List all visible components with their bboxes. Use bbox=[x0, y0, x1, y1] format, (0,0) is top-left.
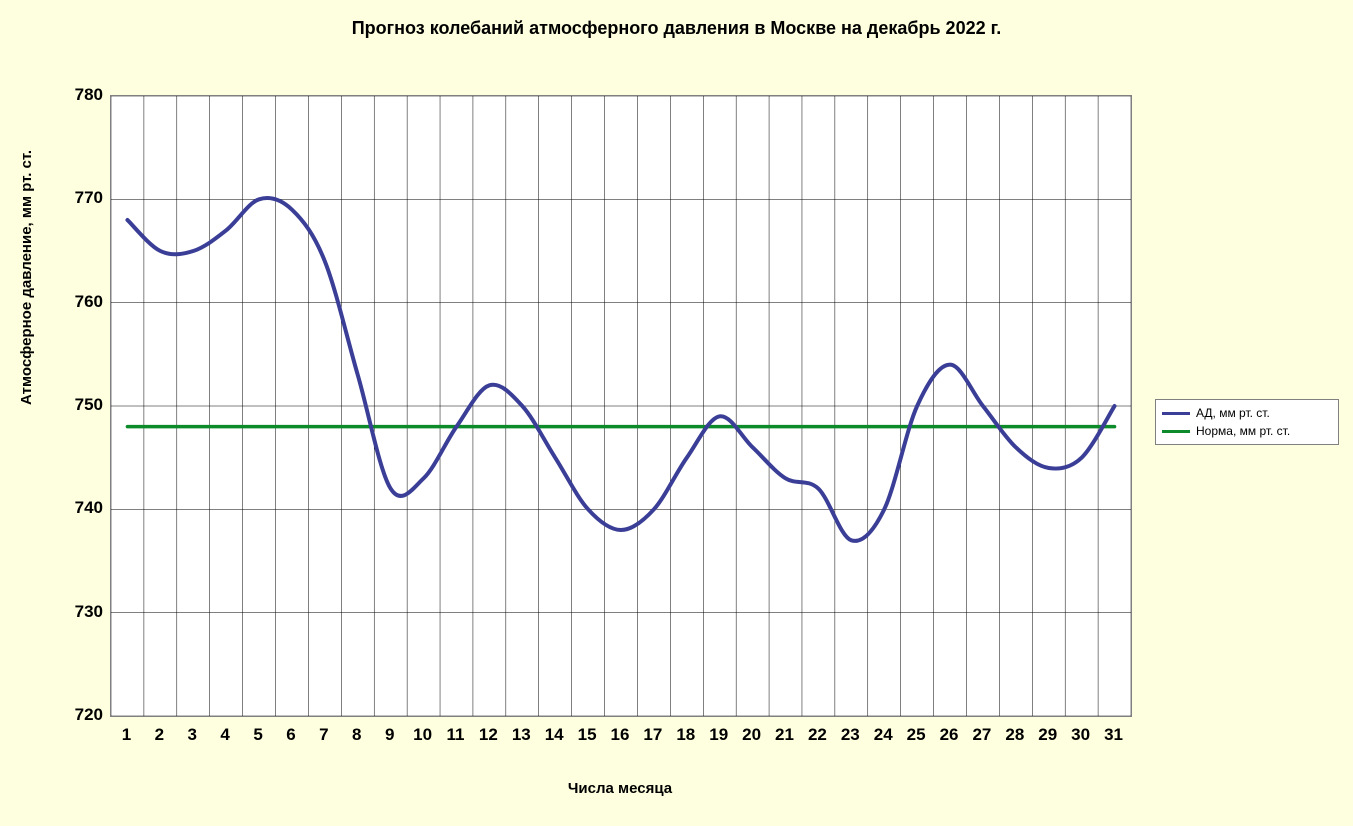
x-tick-label: 8 bbox=[352, 725, 361, 745]
x-tick-label: 15 bbox=[578, 725, 597, 745]
legend-label-norma: Норма, мм рт. ст. bbox=[1196, 424, 1290, 438]
x-tick-label: 7 bbox=[319, 725, 328, 745]
x-tick-label: 13 bbox=[512, 725, 531, 745]
x-tick-label: 25 bbox=[907, 725, 926, 745]
x-tick-label: 10 bbox=[413, 725, 432, 745]
chart-svg bbox=[111, 96, 1131, 716]
x-axis-label: Числа месяца bbox=[110, 780, 1130, 797]
plot-area bbox=[110, 95, 1132, 717]
x-tick-label: 4 bbox=[220, 725, 229, 745]
x-tick-label: 9 bbox=[385, 725, 394, 745]
x-tick-label: 20 bbox=[742, 725, 761, 745]
x-tick-label: 29 bbox=[1038, 725, 1057, 745]
x-tick-label: 21 bbox=[775, 725, 794, 745]
x-tick-label: 11 bbox=[446, 725, 464, 745]
y-tick-label: 720 bbox=[75, 705, 103, 725]
y-tick-label: 730 bbox=[75, 602, 103, 622]
chart-container: Прогноз колебаний атмосферного давления … bbox=[0, 0, 1353, 826]
x-tick-label: 1 bbox=[122, 725, 131, 745]
x-tick-label: 3 bbox=[188, 725, 197, 745]
x-tick-label: 27 bbox=[972, 725, 991, 745]
x-tick-label: 19 bbox=[709, 725, 728, 745]
x-tick-label: 18 bbox=[676, 725, 695, 745]
x-tick-label: 6 bbox=[286, 725, 295, 745]
x-tick-label: 23 bbox=[841, 725, 860, 745]
y-tick-label: 750 bbox=[75, 395, 103, 415]
x-tick-label: 14 bbox=[545, 725, 564, 745]
legend-item-ad: АД, мм рт. ст. bbox=[1162, 404, 1332, 422]
y-tick-label: 780 bbox=[75, 85, 103, 105]
legend-swatch-norma bbox=[1162, 430, 1190, 433]
x-tick-label: 30 bbox=[1071, 725, 1090, 745]
y-tick-label: 740 bbox=[75, 498, 103, 518]
y-axis-label: Атмосферное давление, мм рт. ст. bbox=[18, 150, 35, 405]
x-tick-label: 22 bbox=[808, 725, 827, 745]
x-tick-label: 26 bbox=[940, 725, 959, 745]
x-tick-label: 16 bbox=[611, 725, 630, 745]
x-tick-label: 17 bbox=[643, 725, 662, 745]
y-tick-label: 770 bbox=[75, 188, 103, 208]
legend-swatch-ad bbox=[1162, 412, 1190, 415]
x-tick-label: 31 bbox=[1104, 725, 1123, 745]
x-tick-label: 24 bbox=[874, 725, 893, 745]
x-tick-label: 28 bbox=[1005, 725, 1024, 745]
chart-title: Прогноз колебаний атмосферного давления … bbox=[0, 18, 1353, 39]
x-tick-label: 12 bbox=[479, 725, 498, 745]
y-tick-label: 760 bbox=[75, 292, 103, 312]
legend-label-ad: АД, мм рт. ст. bbox=[1196, 406, 1270, 420]
legend-item-norma: Норма, мм рт. ст. bbox=[1162, 422, 1332, 440]
legend: АД, мм рт. ст. Норма, мм рт. ст. bbox=[1155, 399, 1339, 445]
x-tick-label: 5 bbox=[253, 725, 262, 745]
x-tick-label: 2 bbox=[155, 725, 164, 745]
